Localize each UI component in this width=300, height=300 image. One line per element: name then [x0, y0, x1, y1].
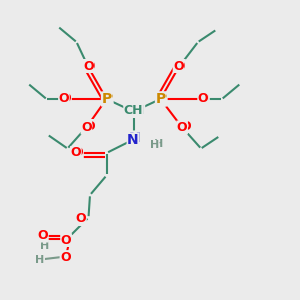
Text: O: O — [83, 59, 94, 73]
Text: O: O — [73, 146, 83, 160]
Text: O: O — [61, 233, 71, 247]
Text: H: H — [150, 140, 159, 150]
Text: O: O — [175, 59, 185, 73]
Text: H: H — [154, 139, 164, 149]
Text: P: P — [155, 92, 166, 106]
Text: O: O — [85, 59, 95, 73]
Text: O: O — [58, 92, 69, 106]
Text: O: O — [81, 121, 92, 134]
Text: N: N — [129, 131, 141, 145]
Text: O: O — [198, 92, 208, 106]
Text: O: O — [76, 212, 86, 226]
Text: N: N — [127, 133, 139, 147]
Text: O: O — [70, 146, 81, 160]
Text: O: O — [177, 121, 188, 134]
Text: CH: CH — [124, 104, 143, 118]
Text: O: O — [173, 59, 184, 73]
Text: P: P — [157, 92, 167, 106]
Text: O: O — [199, 92, 209, 106]
Text: CH: CH — [125, 104, 145, 118]
Text: P: P — [101, 92, 112, 106]
Text: O: O — [38, 229, 48, 242]
Text: O: O — [181, 119, 191, 133]
Text: H: H — [35, 255, 44, 265]
Text: H: H — [40, 241, 50, 251]
Text: O: O — [61, 92, 71, 106]
Text: O: O — [85, 119, 95, 133]
Text: O: O — [60, 250, 71, 264]
Text: P: P — [103, 92, 113, 106]
